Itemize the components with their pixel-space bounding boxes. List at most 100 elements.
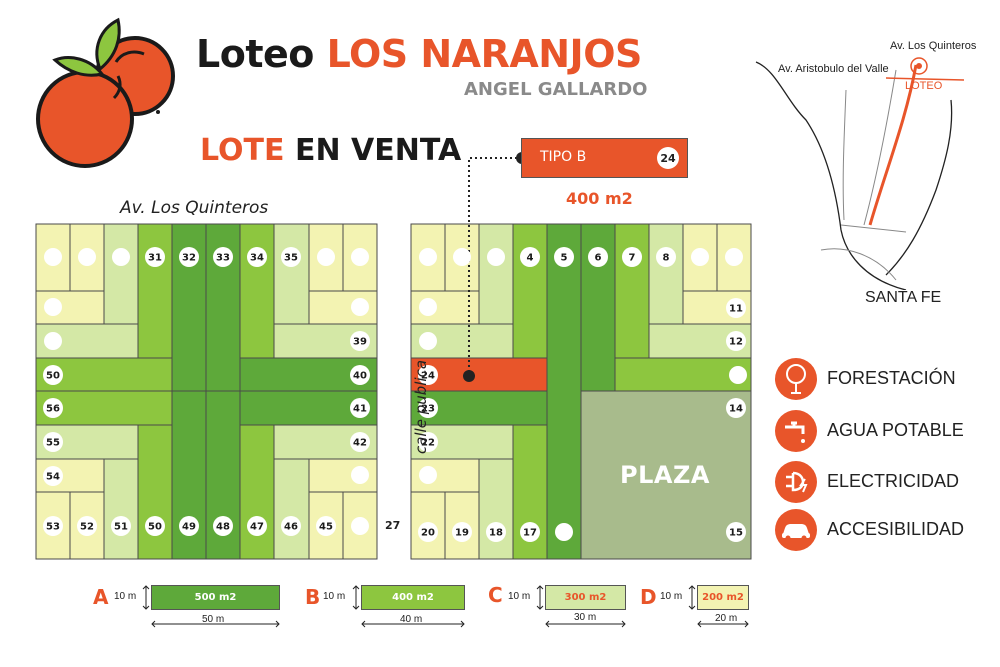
plaza-label: PLAZA <box>620 461 710 489</box>
feature-label: ELECTRICIDAD <box>827 471 960 491</box>
lot-marker <box>77 516 97 536</box>
lot-marker <box>281 247 301 267</box>
street-label-side: calle publica <box>412 359 431 455</box>
lot-marker <box>213 247 233 267</box>
lot-marker <box>726 398 746 418</box>
lot-number-53: 53 <box>46 522 60 533</box>
lot-number-4: 4 <box>527 253 534 264</box>
lot-number-52: 52 <box>80 522 94 533</box>
legend-letter-b: B <box>305 585 321 609</box>
lot-number-31: 31 <box>148 253 162 264</box>
lot-number-48: 48 <box>216 522 230 533</box>
lot-marker <box>726 298 746 318</box>
sale-heading: LOTE EN VENTA <box>200 133 461 168</box>
feature-label: AGUA POTABLE <box>827 420 964 440</box>
lot-marker <box>418 522 438 542</box>
legend-height-c: 10 m <box>508 591 531 602</box>
lot-number-50: 50 <box>148 522 162 533</box>
sale-accent: LOTE <box>200 133 285 168</box>
legend-height-d: 10 m <box>660 591 683 602</box>
legend-letter-c: C <box>488 583 503 607</box>
lot-number-17: 17 <box>523 528 537 539</box>
lot-marker <box>726 522 746 542</box>
page-title: Loteo LOS NARANJOS <box>196 32 642 76</box>
lot-number-11: 11 <box>729 304 743 315</box>
lot-marker <box>520 247 540 267</box>
location-lot-label: LOTEO <box>905 80 943 92</box>
lot-number-40: 40 <box>353 371 367 382</box>
lot-marker <box>43 466 63 486</box>
lot-marker <box>145 247 165 267</box>
callout-lot-badge: 24 <box>657 147 679 169</box>
lot-marker <box>656 247 676 267</box>
legend-height-b: 10 m <box>323 591 346 602</box>
lot-number-20: 20 <box>421 528 435 539</box>
lot-number-8: 8 <box>663 253 670 264</box>
legend-width-a: 50 m <box>202 614 225 625</box>
lot-marker <box>520 522 540 542</box>
lot-number-27: 27 <box>385 519 401 532</box>
lot-number-5: 5 <box>561 253 568 264</box>
lot-number-46: 46 <box>284 522 298 533</box>
lot-marker <box>145 516 165 536</box>
lot-marker <box>213 516 233 536</box>
lot-number-35: 35 <box>284 253 298 264</box>
lot-marker <box>418 365 438 385</box>
legend-width-d: 20 m <box>715 613 738 624</box>
lot-number-47: 47 <box>250 522 264 533</box>
lot-marker <box>247 247 267 267</box>
lot-marker <box>247 516 267 536</box>
legend-width-c: 30 m <box>574 612 597 623</box>
lot-marker <box>452 522 472 542</box>
lot-number-22: 22 <box>421 438 435 449</box>
lot-number-32: 32 <box>182 253 196 264</box>
orange-logo <box>36 17 175 168</box>
lot-number-54: 54 <box>46 472 60 483</box>
lot-marker <box>43 516 63 536</box>
lot-number-34: 34 <box>250 253 264 264</box>
lot-number-18: 18 <box>489 528 503 539</box>
lot-marker <box>43 432 63 452</box>
lot-marker <box>350 398 370 418</box>
lot-marker <box>43 398 63 418</box>
callout-type-label: TIPO B <box>540 149 587 165</box>
lot-number-45: 45 <box>319 522 333 533</box>
lot-number-6: 6 <box>595 253 602 264</box>
lot-marker <box>554 247 574 267</box>
feature-label: ACCESIBILIDAD <box>827 519 965 539</box>
lot-number-15: 15 <box>729 528 743 539</box>
legend-height-a: 10 m <box>114 591 137 602</box>
sale-rest: EN VENTA <box>294 133 462 168</box>
legend-bar-a: 500 m2 <box>151 585 280 610</box>
legend-bar-b: 400 m2 <box>361 585 465 610</box>
lot-marker <box>486 522 506 542</box>
legend-letter-a: A <box>93 585 109 609</box>
lot-number-24: 24 <box>421 371 435 382</box>
lot-number-12: 12 <box>729 337 743 348</box>
lot-number-7: 7 <box>629 253 636 264</box>
location-road-2: Av. Aristobulo del Valle <box>778 63 889 75</box>
lot-number-41: 41 <box>353 404 367 415</box>
lot-number-51: 51 <box>114 522 128 533</box>
lot-marker <box>418 398 438 418</box>
lot-marker <box>316 516 336 536</box>
tree-icon <box>775 358 817 400</box>
lot-number-50: 50 <box>46 371 60 382</box>
lot-marker <box>418 432 438 452</box>
page-subtitle: ANGEL GALLARDO <box>464 79 648 100</box>
title-prefix: Loteo <box>196 32 314 76</box>
lot-number-56: 56 <box>46 404 60 415</box>
lot-number-14: 14 <box>729 404 743 415</box>
lot-number-55: 55 <box>46 438 60 449</box>
lot-number-42: 42 <box>353 438 367 449</box>
legend-bar-c: 300 m2 <box>545 585 626 610</box>
lot-marker <box>179 247 199 267</box>
lot-marker <box>43 365 63 385</box>
lot-marker <box>588 247 608 267</box>
lot-marker <box>111 516 131 536</box>
lot-marker <box>622 247 642 267</box>
lot-number-19: 19 <box>455 528 469 539</box>
street-label-top: Av. Los Quinteros <box>120 198 269 218</box>
faucet-icon <box>775 410 817 452</box>
